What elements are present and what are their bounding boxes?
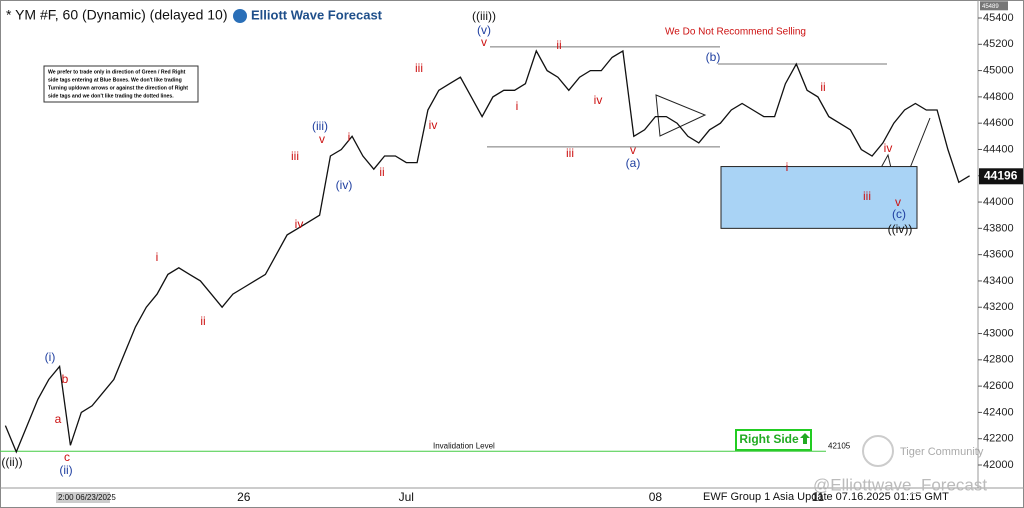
wave-label: ii	[200, 314, 205, 328]
wave-label: (iii)	[312, 119, 328, 133]
x-tick-label: Jul	[399, 490, 414, 504]
wave-label: iv	[429, 118, 438, 132]
warning: We Do Not Recommend Selling	[665, 27, 806, 38]
top-price-box	[980, 1, 1008, 11]
cursor-time: 2:00 06/23/2025	[58, 493, 116, 502]
wave-label: (v)	[477, 23, 491, 37]
y-tick-label: 42000	[983, 459, 1014, 471]
footer: EWF Group 1 Asia Update 07.16.2025 01:15…	[703, 491, 949, 503]
invalidation-value: 42105	[828, 441, 851, 450]
wave-label: iii	[863, 189, 871, 203]
wave-label: i	[348, 130, 351, 144]
wave-label: iv	[295, 217, 304, 231]
y-tick-label: 45000	[983, 64, 1014, 76]
y-tick-label: 43400	[983, 275, 1014, 287]
wave-label: iii	[566, 146, 574, 160]
x-tick-label: 11	[812, 490, 825, 504]
up-arrow	[800, 433, 810, 444]
wave-label: v	[630, 143, 636, 157]
right-side-tag	[735, 429, 812, 451]
top-price: 45489	[982, 4, 999, 10]
wave-label: ((ii))	[1, 455, 22, 469]
note-box	[43, 65, 199, 103]
brand-logo	[233, 9, 247, 23]
wave-label: (c)	[892, 207, 906, 221]
chart-title: * YM #F, 60 (Dynamic) (delayed 10)	[6, 7, 228, 23]
y-tick-label: 42400	[983, 406, 1014, 418]
wave-label: iv	[594, 93, 603, 107]
y-tick-label: 44400	[983, 143, 1014, 155]
price-line	[4, 49, 970, 454]
wave-label: b	[62, 372, 69, 386]
y-tick-label: 43600	[983, 249, 1014, 261]
triangle-pattern	[655, 94, 707, 137]
wave-label: (i)	[45, 350, 56, 364]
wave-label: ii	[820, 80, 825, 94]
note-line: side tags entering at Blue Boxes. We don…	[48, 77, 182, 83]
y-tick-label: 44000	[983, 196, 1014, 208]
y-tick-label: 43200	[983, 301, 1014, 313]
wave-label: i	[786, 160, 789, 174]
right-side-label: Right Side	[739, 432, 799, 446]
x-tick-label: 26	[237, 490, 251, 504]
y-tick-label: 45400	[983, 12, 1014, 24]
note-line: Turning up/down arrows or against the di…	[48, 85, 188, 91]
wave-label: (b)	[706, 50, 721, 64]
wave-label: ((iii))	[472, 9, 496, 23]
y-tick-label: 43800	[983, 222, 1014, 234]
last-price: 44196	[984, 168, 1018, 182]
wave-label: c	[64, 450, 70, 464]
y-tick-label: 44800	[983, 91, 1014, 103]
wave-label: iii	[415, 61, 423, 75]
x-tick-label: 08	[649, 490, 663, 504]
community: Tiger Community	[900, 446, 984, 458]
y-tick-label: 45200	[983, 38, 1014, 50]
y-tick-label: 42800	[983, 354, 1014, 366]
invalidation-label: Invalidation Level	[433, 441, 495, 450]
wave-label: (a)	[626, 156, 641, 170]
wave-label: v	[481, 35, 487, 49]
y-tick-label: 42600	[983, 380, 1014, 392]
wave-label: ii	[556, 38, 561, 52]
note-line: side tags and we don't like trading the …	[48, 93, 174, 99]
wave-label: ((iv))	[888, 222, 913, 236]
watermark: @Elliottwave_Forecast	[813, 475, 987, 494]
community-logo	[862, 435, 894, 467]
wave-label: (iv)	[336, 178, 353, 192]
y-tick-label: 44600	[983, 117, 1014, 129]
y-tick-label: 42200	[983, 433, 1014, 445]
wave-label: ii	[379, 165, 384, 179]
note-line: We prefer to trade only in direction of …	[48, 69, 186, 75]
wave-label: i	[156, 250, 159, 264]
brand: Elliott Wave Forecast	[251, 7, 383, 22]
wave-label: i	[516, 99, 519, 113]
wave-label: (ii)	[59, 463, 72, 477]
cursor-time-box	[56, 492, 110, 503]
y-tick-label: 43000	[983, 327, 1014, 339]
wave-label: iv	[884, 141, 893, 155]
wave-label: v	[895, 195, 901, 209]
wave-label: v	[319, 132, 325, 146]
wave-label: iii	[291, 149, 299, 163]
last-price-box	[979, 168, 1023, 185]
wave-label: a	[55, 412, 62, 426]
target-zone	[720, 166, 918, 229]
